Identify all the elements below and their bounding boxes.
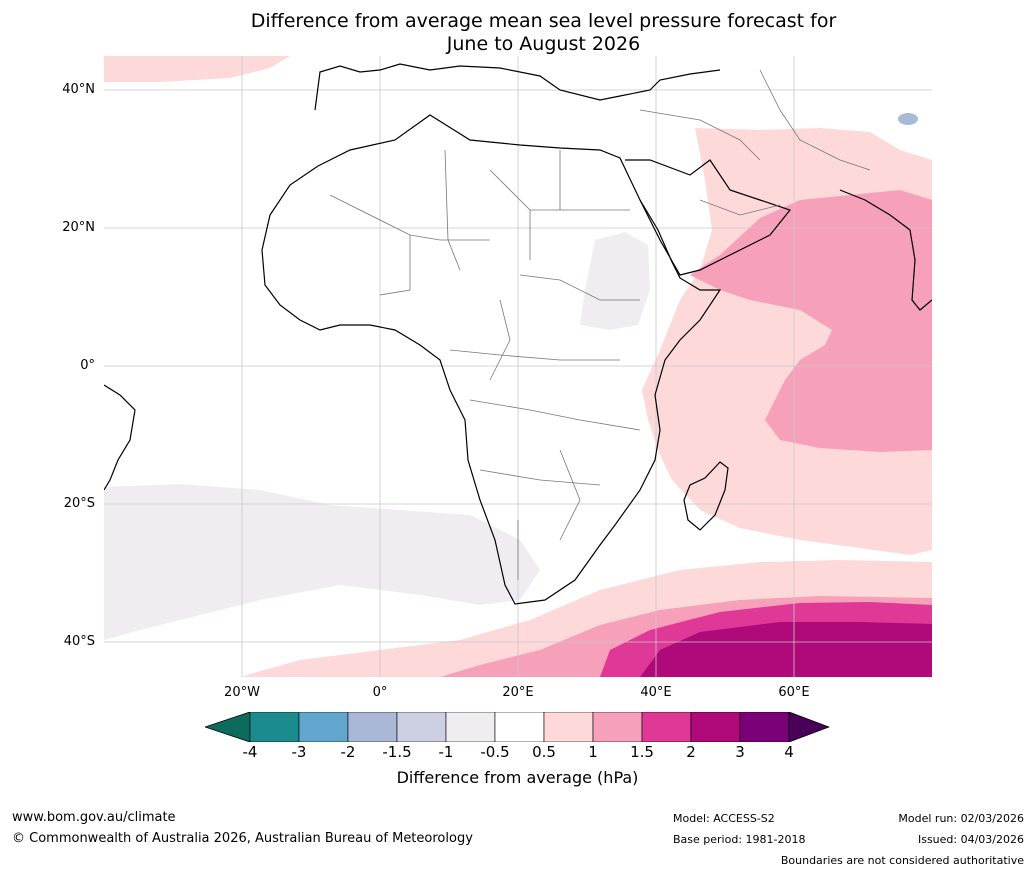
africa-coastline	[261, 114, 722, 605]
colorbar-tick-label: 1	[588, 743, 598, 761]
colorbar-tick-label: -2	[340, 743, 356, 761]
graticule	[104, 56, 932, 677]
footer-model-run: Model run: 02/03/2026	[898, 812, 1024, 825]
india-coastline	[839, 189, 932, 311]
title-line-2: June to August 2026	[446, 33, 641, 55]
colorbar-cell	[739, 712, 790, 742]
lon-label-20w: 20°W	[224, 685, 260, 700]
colorbar-tick-label: 3	[735, 743, 745, 761]
lat-label-20s: 20°S	[63, 496, 95, 511]
colorbar-cell	[445, 712, 496, 742]
colorbar-under-arrow	[205, 712, 251, 742]
lon-label-20e: 20°E	[502, 685, 534, 700]
map-panel	[104, 56, 932, 677]
colorbar-tick-label: -0.5	[480, 743, 510, 761]
anomaly-region-southern-dark	[640, 622, 932, 677]
colorbar-tick-label: 0.5	[532, 743, 556, 761]
title-line-1: Difference from average mean sea level p…	[250, 10, 837, 32]
colorbar-cell	[641, 712, 692, 742]
footer-issued: Issued: 04/03/2026	[917, 833, 1024, 846]
colorbar-over-arrow	[788, 712, 830, 742]
colorbar-cell	[543, 712, 594, 742]
madagascar-coastline	[683, 461, 729, 531]
colorbar-cell	[494, 712, 545, 742]
anomaly-region-central-africa	[580, 232, 650, 330]
anomaly-region-central-asia	[898, 113, 918, 125]
map-canvas	[104, 56, 932, 677]
country-borders	[329, 69, 871, 580]
lon-label-40e: 40°E	[640, 685, 672, 700]
colorbar-tick-label: 1.5	[630, 743, 654, 761]
footer-website: www.bom.gov.au/climate	[12, 810, 176, 825]
colorbar-cell	[249, 712, 300, 742]
colorbar-tick-label: -3	[291, 743, 307, 761]
lat-label-0: 0°	[80, 358, 95, 373]
colorbar-cell	[592, 712, 643, 742]
lon-label-0: 0°	[372, 685, 388, 700]
colorbar-cell	[396, 712, 447, 742]
colorbar	[205, 712, 830, 742]
anomaly-region-south-atlantic	[104, 484, 540, 640]
lon-label-60e: 60°E	[778, 685, 810, 700]
anomaly-region-north-atlantic	[104, 56, 290, 82]
colorbar-cell	[347, 712, 398, 742]
colorbar-tick-label: 2	[686, 743, 696, 761]
footer-disclaimer: Boundaries are not considered authoritat…	[780, 854, 1024, 867]
europe-coastline	[314, 63, 721, 111]
colorbar-tick-label: -1	[438, 743, 454, 761]
chart-title: Difference from average mean sea level p…	[0, 10, 1035, 56]
south-america-coastline	[104, 384, 136, 491]
colorbar-cell	[690, 712, 741, 742]
lat-label-40n: 40°N	[62, 82, 95, 97]
colorbar-tick-label: 4	[784, 743, 794, 761]
colorbar-cell	[298, 712, 349, 742]
lat-label-40s: 40°S	[63, 634, 95, 649]
colorbar-tick-label: -1.5	[382, 743, 412, 761]
anomaly-region-arabian-sea	[690, 190, 932, 452]
footer-model: Model: ACCESS-S2	[673, 812, 775, 825]
footer-base-period: Base period: 1981-2018	[673, 833, 806, 846]
arabia-coastline	[625, 159, 792, 276]
footer-copyright: © Commonwealth of Australia 2026, Austra…	[12, 831, 473, 846]
lat-label-20n: 20°N	[62, 220, 95, 235]
coastlines	[104, 63, 932, 605]
colorbar-title: Difference from average (hPa)	[396, 768, 639, 787]
colorbar-tick-label: -4	[242, 743, 258, 761]
